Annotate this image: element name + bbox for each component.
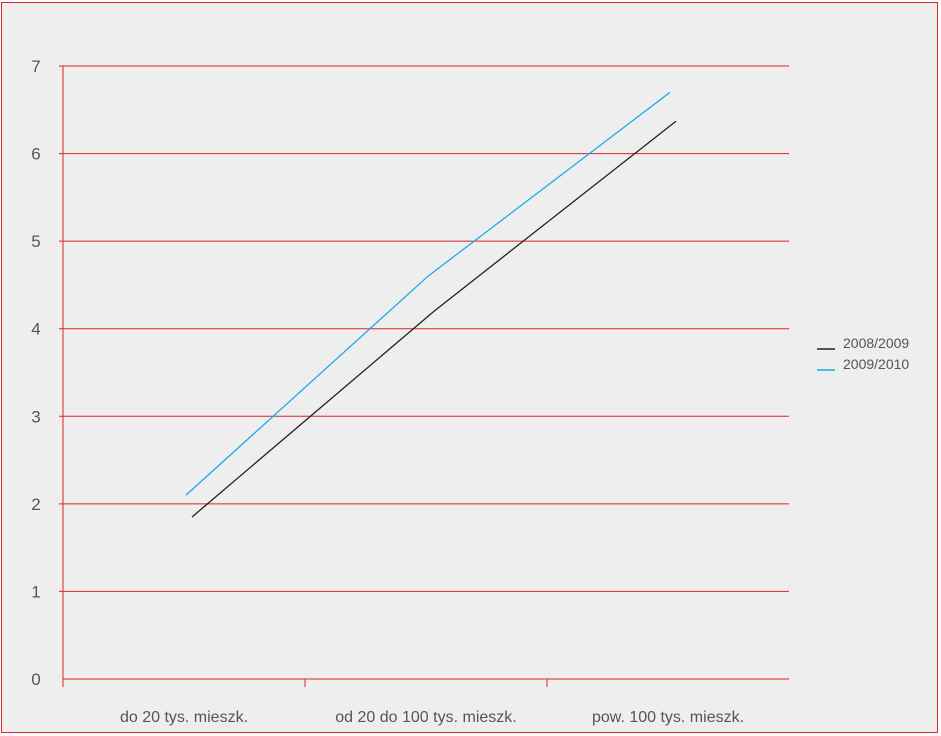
legend-label: 2009/2010 <box>843 356 909 372</box>
y-tick-label: 4 <box>31 320 40 339</box>
y-tick-label: 2 <box>31 495 40 514</box>
y-tick-label: 0 <box>31 670 40 689</box>
axis-layer: 0 1 2 3 4 5 6 7 do 20 tys. mieszk. od 20 do 100 t… <box>31 57 789 726</box>
legend: 2008/2009 2009/2010 <box>817 335 909 372</box>
series-line-2009-2010 <box>185 91 671 496</box>
legend-label: 2008/2009 <box>843 335 909 351</box>
y-tick-label: 7 <box>31 57 40 76</box>
y-tick-label: 3 <box>31 407 40 426</box>
grid-layer <box>59 65 789 592</box>
y-tick-label: 6 <box>31 145 40 164</box>
y-tick-label: 5 <box>31 232 40 251</box>
y-tick-label: 1 <box>31 582 40 601</box>
x-category-label: pow. 100 tys. mieszk. <box>592 709 744 726</box>
series-line-2008-2009 <box>191 120 677 518</box>
x-category-label: do 20 tys. mieszk. <box>120 709 248 726</box>
series-layer <box>185 91 677 518</box>
x-category-label: od 20 do 100 tys. mieszk. <box>335 709 516 726</box>
